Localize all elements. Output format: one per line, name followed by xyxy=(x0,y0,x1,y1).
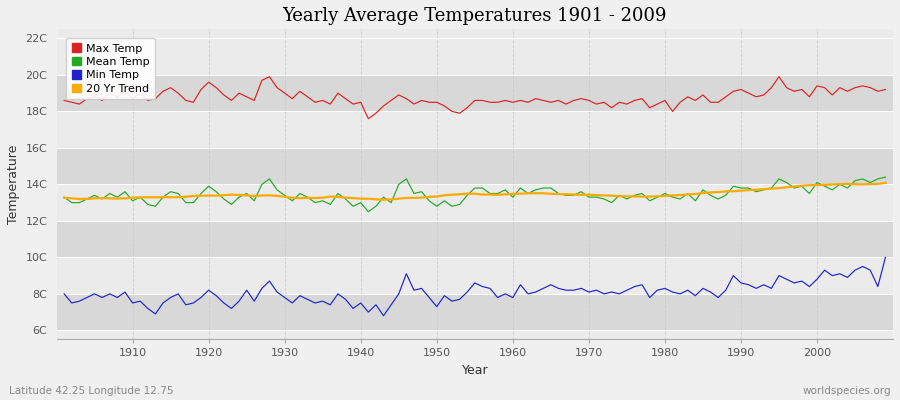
Bar xyxy=(57,294,893,330)
Bar xyxy=(57,257,893,294)
Text: Latitude 42.25 Longitude 12.75: Latitude 42.25 Longitude 12.75 xyxy=(9,386,174,396)
Text: worldspecies.org: worldspecies.org xyxy=(803,386,891,396)
Bar xyxy=(57,184,893,221)
Title: Yearly Average Temperatures 1901 - 2009: Yearly Average Temperatures 1901 - 2009 xyxy=(283,7,667,25)
Bar xyxy=(57,111,893,148)
X-axis label: Year: Year xyxy=(462,364,488,377)
Y-axis label: Temperature: Temperature xyxy=(7,145,20,224)
Bar xyxy=(57,148,893,184)
Legend: Max Temp, Mean Temp, Min Temp, 20 Yr Trend: Max Temp, Mean Temp, Min Temp, 20 Yr Tre… xyxy=(67,38,156,100)
Bar xyxy=(57,221,893,257)
Bar xyxy=(57,38,893,75)
Bar xyxy=(57,75,893,111)
